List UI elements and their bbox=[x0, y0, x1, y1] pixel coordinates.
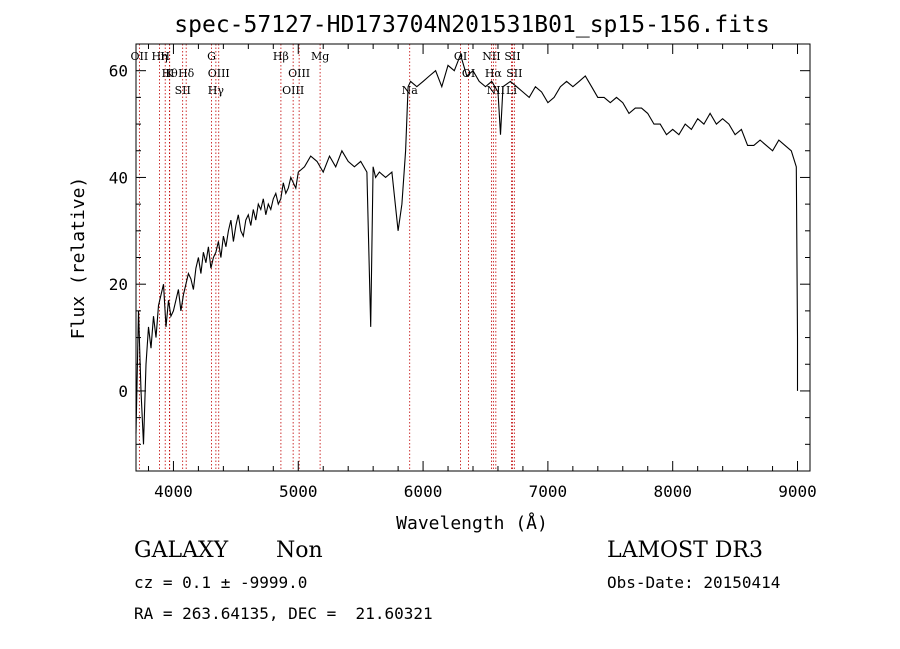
line-label-16: OI bbox=[462, 67, 475, 80]
y-axis-label: Flux (relative) bbox=[68, 177, 89, 340]
line-label-19: NII bbox=[487, 84, 505, 97]
line-label-13: Mg bbox=[311, 50, 329, 63]
chart-title: spec-57127-HD173704N201531B01_sp15-156.f… bbox=[174, 12, 769, 38]
survey-name: LAMOST DR3 bbox=[607, 538, 763, 563]
line-label-10: Hβ bbox=[273, 50, 289, 63]
redshift-value: cz = 0.1 ± -9999.0 bbox=[134, 573, 308, 592]
y-tick-label: 20 bbox=[109, 275, 128, 294]
line-label-20: SII bbox=[504, 50, 520, 63]
line-label-0: OII bbox=[131, 50, 149, 63]
object-class: GALAXY bbox=[134, 538, 229, 563]
x-axis-label: Wavelength (Å) bbox=[396, 512, 548, 534]
ra-dec: RA = 263.64135, DEC = 21.60321 bbox=[134, 604, 433, 623]
x-axis: 4000 5000 6000 7000 8000 9000 bbox=[147, 44, 817, 501]
line-label-17: NII bbox=[482, 50, 500, 63]
line-label-6: SII bbox=[175, 84, 191, 97]
line-label-4: K bbox=[165, 67, 174, 80]
line-label-3: Hθ bbox=[162, 67, 179, 80]
line-label-21: SII bbox=[506, 67, 522, 80]
line-label-8: OIII bbox=[208, 67, 230, 80]
x-tick-label: 7000 bbox=[529, 482, 568, 501]
line-label-14: Na bbox=[402, 84, 419, 97]
line-label-18: Hα bbox=[485, 67, 503, 80]
x-tick-label: 8000 bbox=[653, 482, 692, 501]
x-tick-label: 5000 bbox=[279, 482, 318, 501]
spectrum-line bbox=[135, 52, 799, 445]
x-tick-label: 6000 bbox=[404, 482, 443, 501]
line-label-11: OIII bbox=[288, 67, 310, 80]
line-label-1: Hη bbox=[151, 50, 167, 63]
obs-date: Obs-Date: 20150414 bbox=[607, 573, 781, 592]
line-label-7: G bbox=[207, 50, 216, 63]
line-label-2: H bbox=[160, 50, 170, 63]
object-subclass: Non bbox=[276, 538, 323, 563]
line-label-22: Li bbox=[506, 84, 517, 97]
y-axis: 0 20 40 60 bbox=[109, 43, 810, 472]
line-label-5: Hδ bbox=[178, 67, 195, 80]
x-tick-label: 9000 bbox=[778, 482, 817, 501]
plot-frame bbox=[135, 43, 811, 472]
line-label-9: Hγ bbox=[208, 84, 225, 97]
line-label-12: OIII bbox=[282, 84, 304, 97]
y-tick-label: 0 bbox=[118, 382, 128, 401]
x-tick-label: 4000 bbox=[154, 482, 193, 501]
y-tick-label: 60 bbox=[109, 62, 128, 81]
y-tick-label: 40 bbox=[109, 168, 128, 187]
emission-lines bbox=[138, 44, 515, 471]
